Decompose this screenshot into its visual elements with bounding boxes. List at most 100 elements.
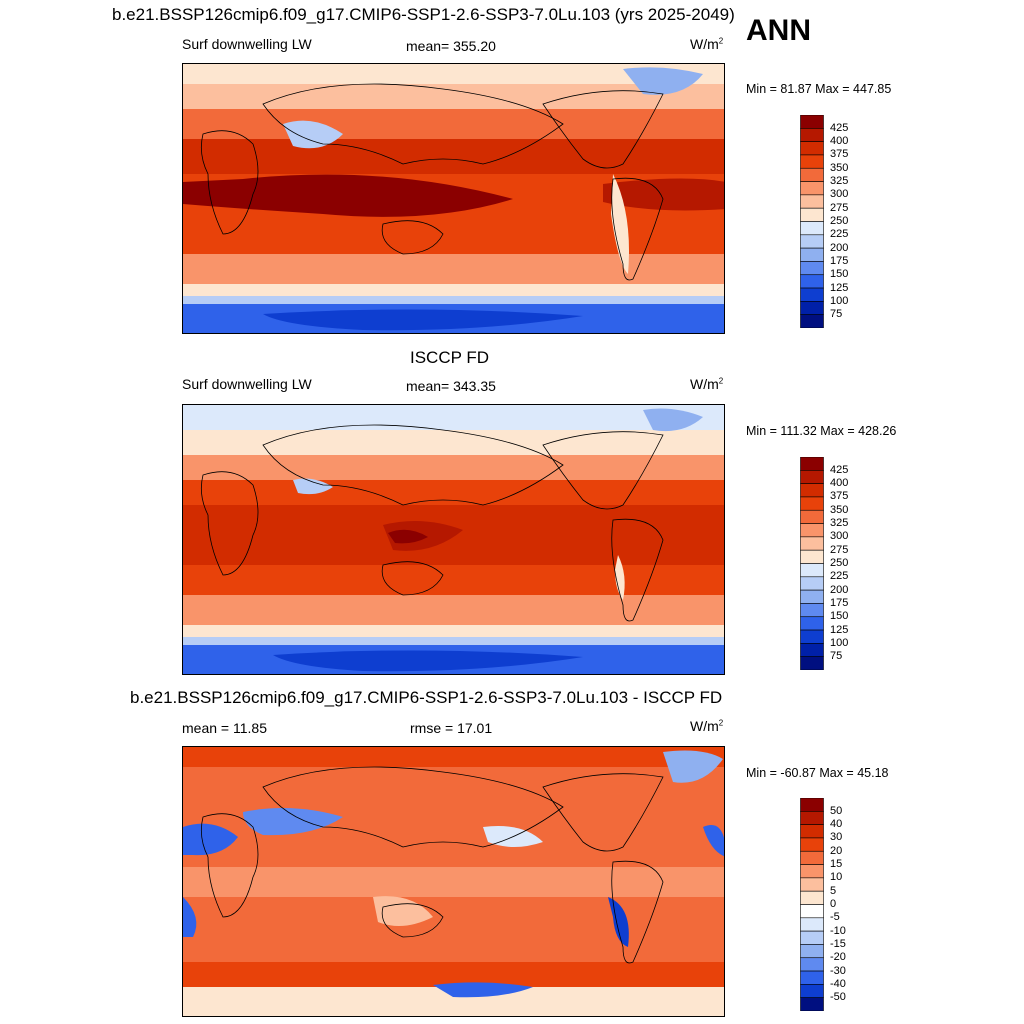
colorbar-tick-label: -5 [830,911,840,924]
colorbar-tick-label: 225 [830,570,849,583]
colorbar-tick-label: 20 [830,844,843,857]
colorbar-tick-label: 200 [830,241,849,254]
panel1-colorbar-svg [800,115,824,328]
main-title: b.e21.BSSP126cmip6.f09_g17.CMIP6-SSP1-2.… [112,5,735,24]
colorbar-box [800,589,824,604]
colorbar-box [800,314,824,328]
colorbar-tick-label: 275 [830,543,849,556]
colorbar-box [800,301,824,315]
colorbar-tick-label: 175 [830,596,849,609]
colorbar-box [800,247,824,262]
colorbar-tick-label: 75 [830,650,843,663]
panel1-colorbar [800,115,824,328]
colorbar-box [800,890,824,905]
colorbar-box [800,549,824,564]
colorbar-tick-label: 40 [830,818,843,831]
colorbar-tick-label: 300 [830,530,849,543]
colorbar-tick-label: 250 [830,215,849,227]
colorbar-box [800,904,824,919]
colorbar-tick-label: 325 [830,175,849,188]
colorbar-box [800,536,824,551]
colorbar-box [800,167,824,182]
colorbar-tick-label: 5 [830,884,837,897]
panel1-variable: Surf downwelling LW [182,36,312,52]
colorbar-tick-label: 250 [830,557,849,569]
panel3-minmax: Min = -60.87 Max = 45.18 [746,766,889,780]
colorbar-box [800,115,824,129]
panel2-map-svg [183,405,724,674]
panel2-colorbar-svg [800,457,824,670]
colorbar-box [800,128,824,142]
panel2-colorbar [800,457,824,670]
colorbar-box [800,957,824,972]
panel1-map [182,63,725,334]
colorbar-tick-label: 150 [830,610,849,623]
colorbar-box [800,603,824,618]
colorbar-box [800,850,824,865]
colorbar-box [800,523,824,538]
colorbar-tick-label: 175 [830,254,849,267]
colorbar-box [800,917,824,932]
colorbar-box [800,563,824,578]
panel3-map [182,746,725,1017]
colorbar-box [800,141,824,156]
colorbar-tick-label: -30 [830,964,846,977]
colorbar-tick-label: 10 [830,871,843,884]
colorbar-tick-label: 225 [830,228,849,241]
colorbar-box [800,798,824,812]
colorbar-tick-label: 15 [830,858,843,871]
colorbar-box [800,629,824,644]
colorbar-tick-label: -40 [830,977,846,990]
panel2-minmax: Min = 111.32 Max = 428.26 [746,424,897,438]
panel3-colorbar-svg [800,798,824,1011]
colorbar-tick-label: 100 [830,636,849,649]
panel3-units: W/m2 [690,718,724,734]
colorbar-box [800,864,824,879]
colorbar-tick-label: -50 [830,991,846,1004]
panel2-units: W/m2 [690,376,724,392]
colorbar-box [800,837,824,852]
panel2-variable: Surf downwelling LW [182,376,312,392]
colorbar-box [800,970,824,985]
colorbar-box [800,616,824,631]
panel3-rmse: rmse = 17.01 [410,720,493,736]
panel3-title: b.e21.BSSP126cmip6.f09_g17.CMIP6-SSP1-2.… [130,688,723,707]
colorbar-tick-label: 125 [830,623,849,636]
colorbar-box [800,509,824,524]
colorbar-tick-label: 400 [830,477,849,490]
colorbar-tick-label: 325 [830,517,849,530]
colorbar-tick-label: 350 [830,503,849,516]
colorbar-tick-label: 125 [830,281,849,294]
colorbar-box [800,930,824,945]
panel3-colorbar [800,798,824,1011]
season-label: ANN [746,14,811,47]
colorbar-box [800,656,824,670]
colorbar-tick-label: -15 [830,937,846,950]
colorbar-tick-label: 375 [830,490,849,503]
colorbar-box [800,877,824,892]
colorbar-box [800,261,824,276]
colorbar-tick-label: -10 [830,924,846,937]
panel2-title: ISCCP FD [410,348,490,367]
panel3-mean: mean = 11.85 [182,720,267,736]
colorbar-tick-label: 375 [830,148,849,161]
panel1-units: W/m2 [690,36,724,52]
colorbar-box [800,643,824,657]
panel3-map-svg [183,747,724,1016]
panel2-mean: mean= 343.35 [406,378,496,394]
colorbar-box [800,984,824,998]
colorbar-tick-label: 30 [830,831,843,844]
colorbar-box [800,181,824,196]
colorbar-box [800,221,824,236]
colorbar-box [800,997,824,1011]
colorbar-tick-label: 275 [830,201,849,214]
colorbar-box [800,274,824,289]
colorbar-tick-label: 150 [830,268,849,281]
panel1-mean: mean= 355.20 [406,38,496,54]
colorbar-tick-label: 300 [830,188,849,201]
colorbar-box [800,154,824,169]
colorbar-box [800,496,824,511]
colorbar-tick-label: 100 [830,294,849,307]
colorbar-tick-label: 75 [830,308,843,321]
colorbar-tick-label: 0 [830,898,837,910]
